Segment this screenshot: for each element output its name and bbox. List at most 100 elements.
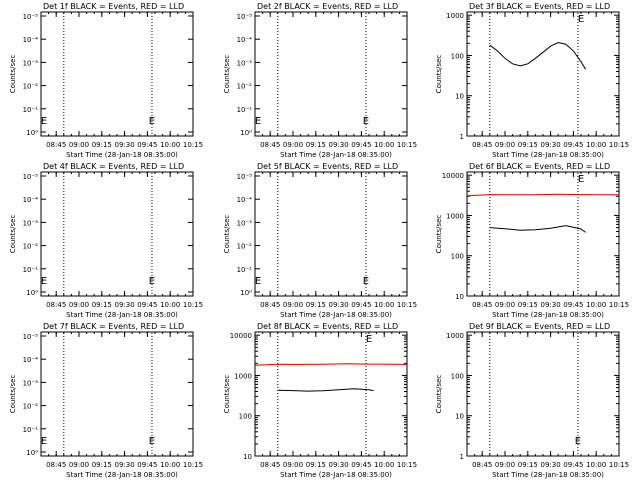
y-tick-label: 1: [460, 453, 464, 461]
event-marker-label: E: [41, 276, 47, 287]
x-tick-label: 09:00: [69, 301, 89, 309]
y-tick-label: 10⁻⁴: [237, 196, 253, 204]
event-marker-label: E: [41, 436, 47, 447]
y-tick-label: 10⁻²: [237, 243, 253, 251]
x-tick-label: 09:30: [541, 301, 561, 309]
event-marker-label: E: [149, 436, 155, 447]
x-tick-label: 09:30: [329, 141, 349, 149]
y-tick-label: 10⁰: [26, 449, 38, 457]
panel-6: Det 6f BLACK = Events, RED = LLD 10 100 100…: [435, 162, 629, 319]
panel-title: Det 1f BLACK = Events, RED = LLD: [43, 2, 184, 11]
y-tick-label: 10⁰: [240, 289, 252, 297]
lld-series-line: [254, 363, 408, 366]
x-tick-label: 09:15: [92, 141, 112, 149]
y-tick-label: 1000: [446, 212, 464, 220]
y-tick-label: 10⁻³: [23, 59, 39, 67]
y-axis-label: Counts/sec: [9, 55, 17, 94]
x-tick-label: 09:00: [69, 461, 89, 469]
x-axis-label: Start Time (28-Jan-18 08:35:00): [492, 151, 604, 159]
x-tick-label: 10:00: [586, 141, 606, 149]
x-tick-label: 09:00: [283, 301, 303, 309]
x-tick-label: 09:15: [518, 141, 538, 149]
x-tick-label: 09:45: [351, 301, 371, 309]
y-tick-label: 10: [455, 293, 464, 301]
events-series-line: [277, 388, 374, 392]
panel-7: Det 7f BLACK = Events, RED = LLD 10⁰ 10⁻¹ 1…: [9, 322, 203, 479]
x-axis-label: Start Time (28-Jan-18 08:35:00): [66, 151, 178, 159]
y-axis-label: Counts/sec: [435, 55, 443, 94]
x-tick-label: 09:45: [563, 461, 583, 469]
x-tick-label: 09:45: [351, 141, 371, 149]
x-tick-label: 09:00: [283, 461, 303, 469]
lld-series-line: [466, 193, 620, 197]
y-tick-label: 10⁻²: [23, 83, 39, 91]
event-marker-label: E: [255, 116, 261, 127]
event-marker-label: E: [41, 116, 47, 127]
y-tick-label: 10⁻⁵: [23, 13, 39, 21]
x-tick-label: 08:45: [472, 301, 492, 309]
y-tick-label: 10⁻⁴: [23, 356, 39, 364]
x-tick-label: 10:00: [586, 461, 606, 469]
x-tick-label: 09:15: [518, 301, 538, 309]
y-tick-label: 10⁻⁴: [237, 36, 253, 44]
y-tick-label: 10⁻³: [237, 219, 253, 227]
y-tick-label: 100: [451, 253, 464, 261]
x-tick-label: 09:45: [137, 141, 157, 149]
x-tick-label: 09:30: [115, 141, 135, 149]
panel-2: Det 2f BLACK = Events, RED = LLD 10⁰ 10⁻¹ 1…: [223, 2, 417, 159]
x-tick-label: 09:45: [351, 461, 371, 469]
x-tick-label: 09:15: [518, 461, 538, 469]
x-tick-label: 09:15: [92, 301, 112, 309]
x-tick-label: 09:00: [495, 461, 515, 469]
event-marker-label: E: [578, 14, 584, 25]
x-tick-label: 10:00: [160, 141, 180, 149]
y-tick-label: 10⁻³: [237, 59, 253, 67]
x-tick-label: 08:45: [472, 461, 492, 469]
y-tick-label: 10⁰: [240, 129, 252, 137]
x-tick-label: 09:30: [115, 301, 135, 309]
y-axis-label: Counts/sec: [9, 215, 17, 254]
y-tick-label: 10⁻⁴: [23, 196, 39, 204]
panel-title: Det 9f BLACK = Events, RED = LLD: [469, 322, 610, 331]
y-tick-label: 1000: [234, 372, 252, 380]
y-tick-label: 10⁻³: [23, 379, 39, 387]
y-tick-label: 1000: [446, 332, 464, 340]
x-tick-label: 08:45: [472, 141, 492, 149]
event-marker-label: E: [149, 276, 155, 287]
panel-1: Det 1f BLACK = Events, RED = LLD 10⁰ 10⁻¹ 1…: [9, 2, 203, 159]
y-tick-label: 10: [455, 93, 464, 101]
events-series-line: [489, 41, 587, 70]
panel-4: Det 4f BLACK = Events, RED = LLD 10⁰ 10⁻¹ 1…: [9, 162, 203, 319]
y-tick-label: 10⁰: [26, 129, 38, 137]
x-tick-label: 10:15: [609, 301, 629, 309]
y-axis-label: Counts/sec: [435, 215, 443, 254]
x-tick-label: 10:15: [183, 461, 203, 469]
x-tick-label: 10:00: [586, 301, 606, 309]
event-marker-label: E: [149, 116, 155, 127]
y-tick-label: 10: [243, 453, 252, 461]
x-tick-label: 09:30: [329, 301, 349, 309]
event-marker-label: E: [363, 276, 369, 287]
y-axis-label: Counts/sec: [435, 375, 443, 414]
y-tick-label: 10⁻⁵: [237, 13, 253, 21]
y-tick-label: 100: [239, 413, 252, 421]
panel-8: Det 8f BLACK = Events, RED = LLD 10 100 100…: [223, 322, 417, 479]
x-tick-label: 09:00: [69, 141, 89, 149]
panel-title: Det 5f BLACK = Events, RED = LLD: [257, 162, 398, 171]
x-tick-label: 09:00: [283, 141, 303, 149]
event-marker-label: E: [255, 276, 261, 287]
y-tick-label: 100: [451, 372, 464, 380]
y-axis-label: Counts/sec: [223, 375, 231, 414]
y-tick-label: 10⁰: [26, 289, 38, 297]
x-tick-label: 10:00: [374, 461, 394, 469]
x-tick-label: 08:45: [260, 141, 280, 149]
x-tick-label: 09:30: [541, 141, 561, 149]
x-tick-label: 10:00: [160, 461, 180, 469]
x-tick-label: 10:15: [183, 141, 203, 149]
y-tick-label: 10⁻²: [237, 83, 253, 91]
x-tick-label: 09:45: [137, 301, 157, 309]
panel-title: Det 6f BLACK = Events, RED = LLD: [469, 162, 610, 171]
y-tick-label: 10⁻²: [23, 403, 39, 411]
